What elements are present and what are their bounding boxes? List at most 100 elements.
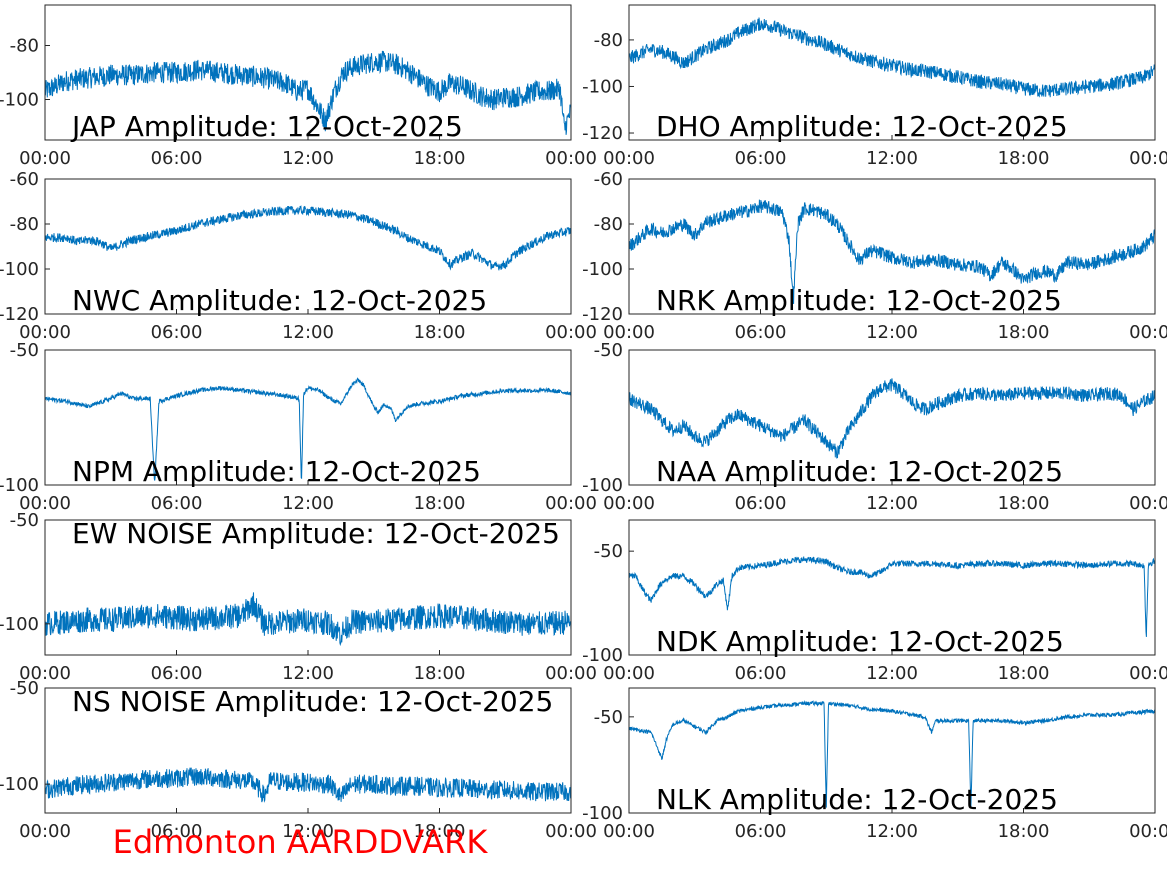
- x-tick-label: 00:00: [603, 322, 655, 343]
- y-tick-label: -120: [0, 304, 39, 325]
- x-tick-label: 18:00: [998, 322, 1050, 343]
- x-tick-label: 06:00: [151, 493, 203, 514]
- series-line-6-1: [629, 378, 1155, 459]
- x-tick-label: 00:00: [1129, 148, 1167, 169]
- panel-7: -50 -100 00:00 06:00 12:00 18:00 00:00 EW NOISE…: [0, 510, 597, 684]
- x-tick-label: 00:00: [19, 821, 71, 842]
- x-tick-label: 06:00: [735, 148, 787, 169]
- x-tick-label: 12:00: [866, 821, 918, 842]
- x-tick-label: 18:00: [414, 821, 466, 842]
- panel-title: NS NOISE Amplitude: 12-Oct-2025: [72, 685, 553, 718]
- y-tick-label: -100: [582, 475, 623, 496]
- y-tick-label: -60: [594, 169, 623, 190]
- series-line-5-1: [45, 377, 571, 481]
- x-tick-label: 12:00: [866, 663, 918, 684]
- panel-title: DHO Amplitude: 12-Oct-2025: [656, 110, 1068, 143]
- y-tick-label: -100: [0, 259, 39, 280]
- x-tick-label: 18:00: [414, 663, 466, 684]
- y-tick-label: -50: [594, 541, 623, 562]
- panel-title: EW NOISE Amplitude: 12-Oct-2025: [72, 517, 560, 550]
- station-footer-label: Edmonton AARDDVARK: [113, 823, 489, 861]
- panel-title: NAA Amplitude: 12-Oct-2025: [656, 455, 1063, 488]
- y-tick-label: -100: [0, 90, 39, 111]
- y-tick-label: -80: [594, 30, 623, 51]
- x-tick-label: 00:00: [603, 148, 655, 169]
- series-line-8-1: [629, 556, 1155, 637]
- x-tick-label: 00:00: [603, 663, 655, 684]
- x-tick-label: 00:00: [1129, 493, 1167, 514]
- x-tick-label: 06:00: [151, 663, 203, 684]
- x-tick-label: 18:00: [998, 821, 1050, 842]
- x-tick-label: 18:00: [998, 493, 1050, 514]
- panel-1: -80 -100 00:00 06:00 12:00 18:00 00:00 JAP Ampl…: [0, 4, 597, 169]
- x-tick-label: 12:00: [866, 322, 918, 343]
- panel-title: NLK Amplitude: 12-Oct-2025: [656, 783, 1058, 816]
- panel-title: NWC Amplitude: 12-Oct-2025: [72, 284, 487, 317]
- x-tick-label: 00:00: [1129, 322, 1167, 343]
- series-line-7-1: [45, 592, 571, 647]
- x-tick-label: 12:00: [866, 493, 918, 514]
- x-tick-label: 06:00: [735, 663, 787, 684]
- x-tick-label: 12:00: [282, 322, 334, 343]
- series-line-3-1: [45, 205, 571, 271]
- x-tick-label: 00:00: [545, 663, 597, 684]
- y-tick-label: -50: [594, 707, 623, 728]
- x-tick-label: 06:00: [151, 148, 203, 169]
- y-tick-label: -50: [10, 340, 39, 361]
- panel-4: -60-80-100-12000:0006:0012:0018:0000:00N…: [582, 169, 1167, 343]
- y-tick-label: -100: [0, 614, 39, 635]
- y-tick-label: -80: [594, 214, 623, 235]
- x-tick-label: 18:00: [998, 663, 1050, 684]
- x-tick-label: 06:00: [735, 493, 787, 514]
- y-tick-label: -50: [10, 678, 39, 699]
- x-tick-label: 18:00: [414, 493, 466, 514]
- series-line-4-1: [629, 199, 1155, 305]
- x-tick-label: 00:00: [603, 493, 655, 514]
- x-tick-label: 00:00: [545, 148, 597, 169]
- x-tick-label: 00:00: [1129, 821, 1167, 842]
- x-tick-label: 00:00: [545, 493, 597, 514]
- x-tick-label: 00:00: [545, 821, 597, 842]
- x-tick-label: 06:00: [151, 821, 203, 842]
- y-tick-label: -80: [10, 36, 39, 57]
- panel-title: NDK Amplitude: 12-Oct-2025: [656, 625, 1064, 658]
- panel-2: -80-100-12000:0006:0012:0018:0000:00DHO …: [582, 4, 1167, 169]
- y-tick-label: -100: [582, 76, 623, 97]
- y-tick-label: -100: [582, 645, 623, 666]
- x-tick-label: 00:00: [19, 663, 71, 684]
- x-tick-label: 00:00: [1129, 663, 1167, 684]
- panel-title: NRK Amplitude: 12-Oct-2025: [656, 284, 1062, 317]
- series-line-9-1: [45, 767, 571, 803]
- y-tick-label: -120: [582, 123, 623, 144]
- x-tick-label: 00:00: [19, 493, 71, 514]
- series-line-10-1: [629, 700, 1155, 808]
- x-tick-label: 12:00: [282, 493, 334, 514]
- x-tick-label: 00:00: [19, 148, 71, 169]
- series-line-2-1: [629, 17, 1155, 98]
- x-tick-label: 12:00: [282, 148, 334, 169]
- x-tick-label: 12:00: [866, 148, 918, 169]
- y-tick-label: -50: [594, 340, 623, 361]
- y-tick-label: -100: [582, 803, 623, 824]
- panel-title: JAP Amplitude: 12-Oct-2025: [70, 110, 463, 143]
- series-line-1-1: [45, 50, 571, 135]
- x-tick-label: 12:00: [282, 821, 334, 842]
- y-tick-label: -60: [10, 169, 39, 190]
- y-tick-label: -100: [0, 475, 39, 496]
- x-tick-label: 06:00: [735, 821, 787, 842]
- x-tick-label: 18:00: [414, 148, 466, 169]
- x-tick-label: 18:00: [414, 322, 466, 343]
- y-tick-label: -120: [582, 304, 623, 325]
- panel-title: NPM Amplitude: 12-Oct-2025: [72, 455, 481, 488]
- x-tick-label: 00:00: [19, 322, 71, 343]
- x-tick-label: 00:00: [603, 821, 655, 842]
- panel-9: -50 -100 00:00 06:00 12:00 18:00 00:00 NS NOISE…: [0, 678, 597, 842]
- x-tick-label: 18:00: [998, 148, 1050, 169]
- x-tick-label: 06:00: [735, 322, 787, 343]
- y-tick-label: -100: [0, 774, 39, 795]
- x-tick-label: 12:00: [282, 663, 334, 684]
